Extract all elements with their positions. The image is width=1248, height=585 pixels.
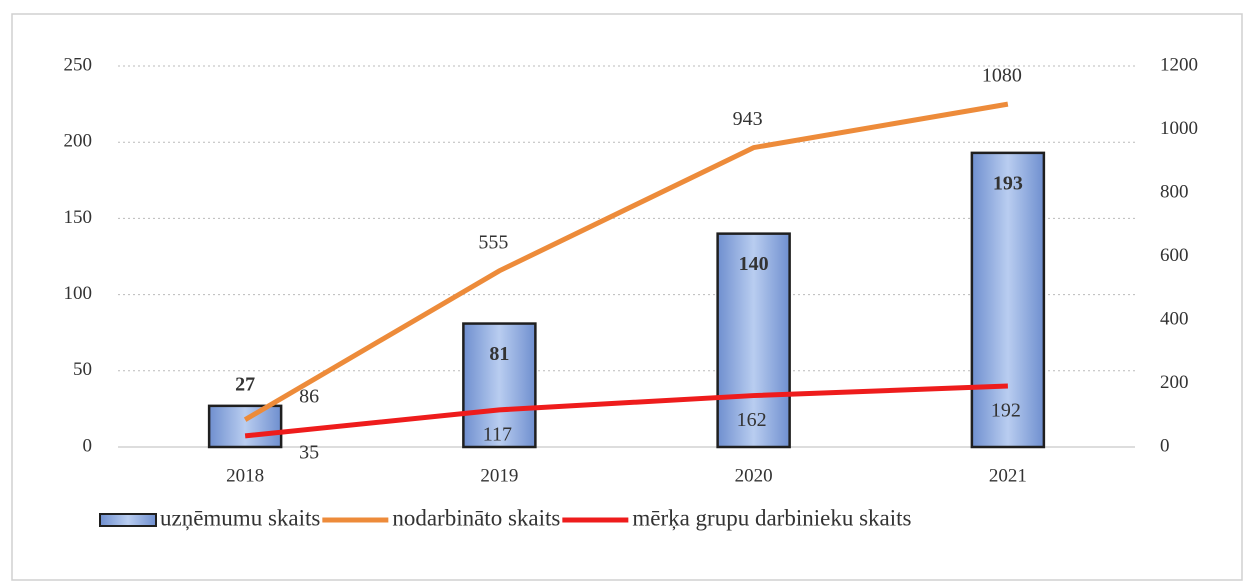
legend-swatch bbox=[99, 513, 157, 527]
bar bbox=[462, 322, 537, 449]
data-label: 555 bbox=[478, 231, 508, 253]
data-label: 193 bbox=[993, 172, 1023, 194]
chart-frame bbox=[11, 13, 1243, 581]
legend-label: uzņēmumu skaits bbox=[160, 505, 320, 531]
x-tick-label: 2019 bbox=[480, 465, 518, 486]
y2-tick-label: 800 bbox=[1160, 181, 1189, 202]
y2-tick-label: 600 bbox=[1160, 245, 1189, 266]
data-label: 35 bbox=[299, 441, 319, 463]
y-tick-label: 0 bbox=[83, 435, 93, 456]
y-tick-label: 250 bbox=[64, 54, 93, 75]
x-tick-label: 2018 bbox=[226, 465, 264, 486]
legend-label: mērķa grupu darbinieku skaits bbox=[632, 505, 911, 531]
data-label: 86 bbox=[299, 385, 319, 407]
legend-label: nodarbināto skaits bbox=[392, 505, 560, 530]
x-tick-label: 2020 bbox=[735, 465, 773, 486]
data-label: 192 bbox=[991, 400, 1021, 422]
data-label: 27 bbox=[235, 373, 255, 395]
y-tick-label: 150 bbox=[64, 207, 93, 228]
y2-tick-label: 200 bbox=[1160, 372, 1189, 393]
y2-tick-label: 1200 bbox=[1160, 54, 1198, 75]
line-series bbox=[243, 101, 1009, 422]
y2-tick-label: 400 bbox=[1160, 308, 1189, 329]
data-label: 943 bbox=[733, 108, 763, 130]
x-tick-label: 2021 bbox=[989, 465, 1027, 486]
y-tick-label: 50 bbox=[73, 359, 92, 380]
y2-tick-label: 1000 bbox=[1160, 118, 1198, 139]
data-label: 1080 bbox=[982, 65, 1022, 87]
y-tick-label: 200 bbox=[64, 131, 93, 152]
data-label: 81 bbox=[489, 343, 509, 365]
data-label: 162 bbox=[737, 409, 767, 431]
data-label: 117 bbox=[483, 423, 512, 445]
bar bbox=[207, 404, 283, 449]
y2-tick-label: 0 bbox=[1160, 435, 1170, 456]
data-label: 140 bbox=[739, 253, 769, 275]
bar bbox=[970, 151, 1046, 449]
bar bbox=[716, 232, 791, 449]
y-tick-label: 100 bbox=[64, 283, 93, 304]
line-series bbox=[244, 383, 1008, 439]
